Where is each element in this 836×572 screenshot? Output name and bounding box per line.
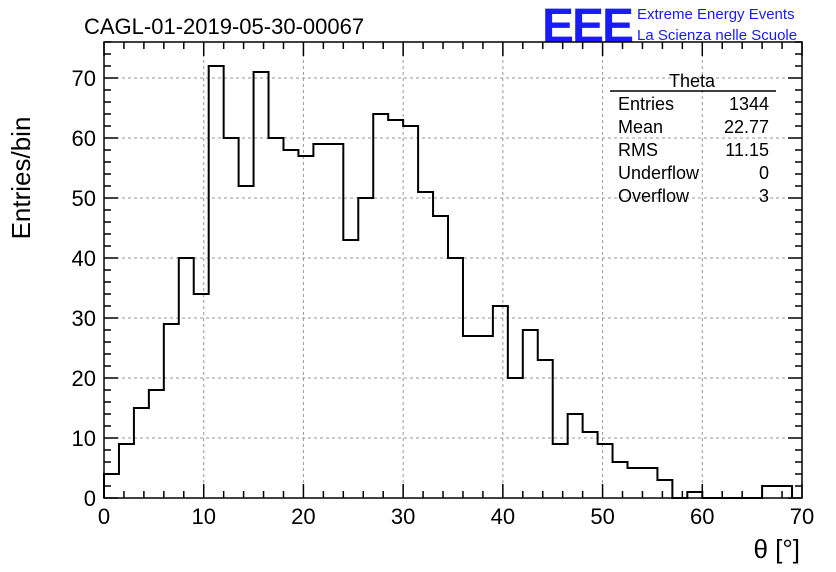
stats-row-value: 11.15 [725, 140, 769, 160]
histogram-bin [373, 114, 388, 498]
x-tick-label: 20 [291, 504, 315, 529]
x-tick-label: 70 [790, 504, 814, 529]
grid [104, 42, 802, 498]
y-tick-label: 10 [72, 426, 96, 451]
histogram-bin [568, 414, 583, 498]
histogram-bin [254, 72, 269, 498]
histogram-bin [343, 240, 358, 498]
histogram-bin [762, 486, 777, 498]
stats-box: Theta Entries 1344 Mean 22.77 RMS 11.15 Underf… [610, 71, 776, 206]
stats-row-label: Mean [618, 117, 663, 137]
eee-logo: EEE Extreme Energy Events La Scienza nel… [542, 0, 797, 53]
histogram-bin [358, 198, 373, 498]
histogram-bin [613, 462, 628, 498]
histogram-bin [493, 306, 508, 498]
y-tick-label: 70 [72, 66, 96, 91]
axis-ticks [103, 41, 803, 499]
histogram-bin [328, 144, 343, 498]
histogram-bin [628, 468, 643, 498]
y-axis-tick-labels: 0 10 20 30 40 50 60 70 [72, 66, 96, 511]
histogram-bin [179, 258, 194, 498]
x-tick-label: 60 [690, 504, 714, 529]
histogram-bin [194, 294, 209, 498]
stats-row-label: Underflow [618, 163, 700, 183]
stats-box-title: Theta [669, 71, 716, 91]
histogram-bin [657, 480, 672, 498]
histogram-bin [463, 336, 478, 498]
histogram-bin [164, 324, 179, 498]
histogram-bin [538, 360, 553, 498]
histogram-bin [283, 150, 298, 498]
histogram-bin [553, 444, 568, 498]
logo-line-2: La Scienza nelle Scuole [637, 27, 797, 44]
y-tick-label: 30 [72, 306, 96, 331]
histogram-bin [598, 444, 613, 498]
stats-row-value: 1344 [729, 94, 769, 114]
histogram-bin [642, 468, 657, 498]
histogram-bin [134, 408, 149, 498]
x-axis-tick-labels: 0 10 20 30 40 50 60 70 [98, 504, 814, 529]
chart-title: CAGL-01-2019-05-30-00067 [84, 14, 364, 39]
logo-line-1: Extreme Energy Events [637, 6, 795, 23]
y-tick-label: 0 [84, 486, 96, 511]
eee-logo-mark: EEE [542, 0, 633, 53]
histogram-bin [298, 156, 313, 498]
histogram-bins [104, 66, 792, 498]
histogram-bin [119, 444, 134, 498]
stats-row-value: 3 [759, 186, 769, 206]
stats-row-label: Entries [618, 94, 674, 114]
x-tick-label: 0 [98, 504, 110, 529]
x-tick-label: 10 [191, 504, 215, 529]
x-tick-label: 30 [391, 504, 415, 529]
histogram-bin [269, 138, 284, 498]
histogram-bin [523, 330, 538, 498]
histogram-bin [149, 390, 164, 498]
histogram-bin [313, 144, 328, 498]
x-axis-label: θ [°] [753, 534, 800, 564]
stats-row-label: RMS [618, 140, 658, 160]
histogram-bin [388, 120, 403, 498]
histogram-bin [209, 66, 224, 498]
x-tick-label: 50 [590, 504, 614, 529]
histogram-bin [239, 186, 254, 498]
histogram-outline [103, 65, 794, 499]
y-tick-label: 20 [72, 366, 96, 391]
stats-row-value: 0 [759, 163, 769, 183]
y-tick-label: 40 [72, 246, 96, 271]
stats-row-label: Overflow [618, 186, 690, 206]
y-axis-label: Entries/bin [6, 117, 36, 240]
histogram-bin [403, 126, 418, 498]
y-tick-label: 50 [72, 186, 96, 211]
stats-row-value: 22.77 [724, 117, 769, 137]
histogram-bin [478, 336, 493, 498]
histogram-bin [583, 432, 598, 498]
x-tick-label: 40 [491, 504, 515, 529]
histogram-bin [777, 486, 792, 498]
stats-rows: Entries 1344 Mean 22.77 RMS 11.15 Underflow 0 Ov… [618, 94, 769, 206]
y-tick-label: 60 [72, 126, 96, 151]
histogram-bin [418, 192, 433, 498]
